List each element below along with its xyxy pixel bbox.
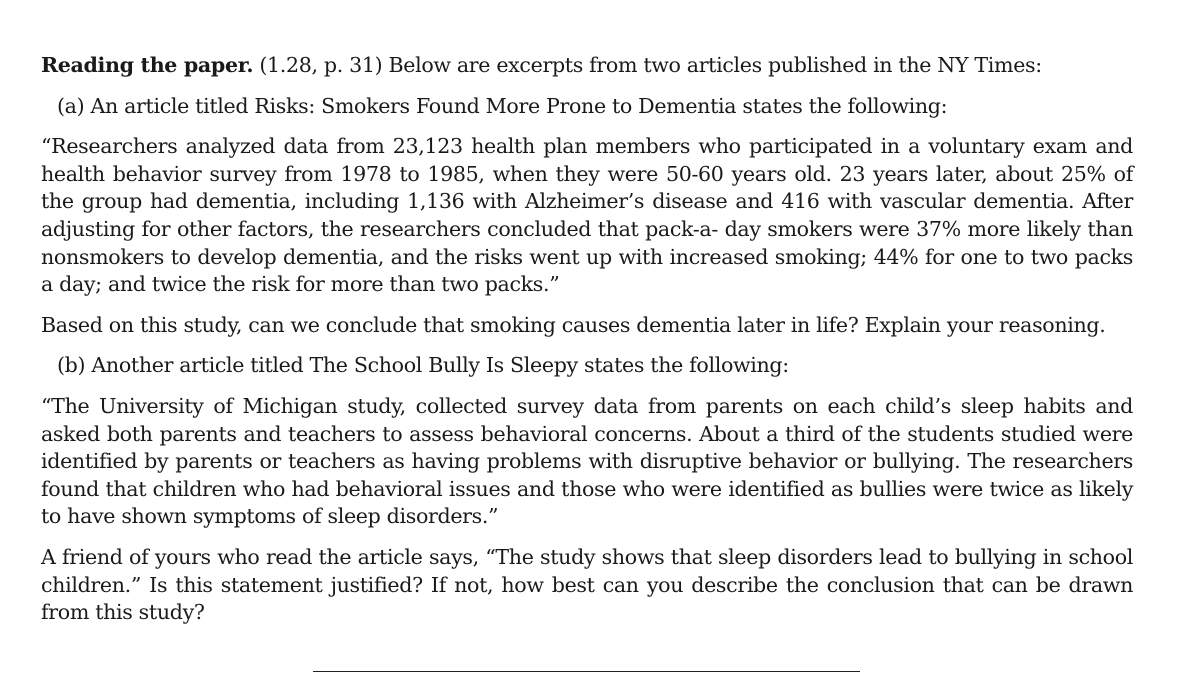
part-a-label: (a) bbox=[57, 93, 85, 118]
part-b-quote: “The University of Michigan study, colle… bbox=[41, 393, 1133, 529]
part-a-question: Based on this study, can we conclude tha… bbox=[41, 312, 1106, 337]
part-a-quote: “Researchers analyzed data from 23,123 h… bbox=[41, 134, 1133, 297]
part-b-label: (b) bbox=[57, 353, 86, 378]
exercise-title: Reading the paper. bbox=[41, 53, 254, 77]
part-b-question: A friend of yours who read the article s… bbox=[41, 544, 1133, 625]
exercise-block: Reading the paper. (1.28, p. 31) Below a… bbox=[41, 52, 1133, 640]
exercise-heading: Reading the paper. (1.28, p. 31) Below a… bbox=[41, 52, 1133, 80]
part-a-intro: (a) An article titled Risks: Smokers Fou… bbox=[41, 93, 1133, 121]
part-b-intro-text: Another article titled The School Bully … bbox=[91, 353, 789, 378]
exercise-intro: (1.28, p. 31) Below are excerpts from tw… bbox=[259, 53, 1042, 77]
part-a-intro-text: An article titled Risks: Smokers Found M… bbox=[90, 93, 948, 118]
part-b-intro: (b) Another article titled The School Bu… bbox=[41, 352, 1133, 380]
footer-rule bbox=[313, 671, 860, 672]
